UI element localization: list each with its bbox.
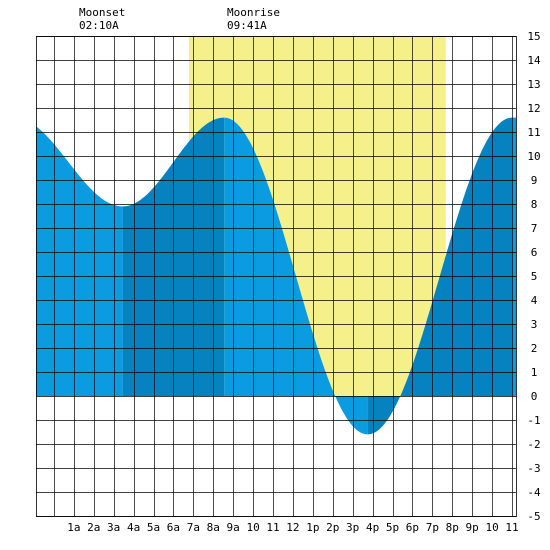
- plot-border: [36, 36, 517, 517]
- x-tick-label: 7a: [187, 521, 200, 534]
- grid-layer: [36, 36, 517, 517]
- x-tick-label: 11: [505, 521, 518, 534]
- x-tick-label: 12: [286, 521, 299, 534]
- x-tick-label: 10: [485, 521, 498, 534]
- x-tick-label: 2a: [87, 521, 100, 534]
- y-tick-label: 15: [527, 30, 540, 43]
- x-tick-label: 9a: [227, 521, 240, 534]
- moonset-time: 02:10A: [79, 19, 119, 32]
- tide-area-segment: [36, 126, 123, 396]
- y-tick-label: -1: [527, 414, 540, 427]
- y-tick-label: 14: [527, 54, 541, 67]
- tide-area-layer: [36, 117, 516, 435]
- y-tick-label: -4: [527, 486, 541, 499]
- y-tick-label: 8: [531, 198, 538, 211]
- y-tick-label: 1: [531, 366, 538, 379]
- x-tick-label: 8a: [207, 521, 220, 534]
- x-tick-label: 8p: [446, 521, 459, 534]
- x-tick-label: 6p: [406, 521, 419, 534]
- x-tick-label: 1a: [67, 521, 80, 534]
- y-tick-label: -2: [527, 438, 540, 451]
- tide-area-segment: [512, 117, 516, 396]
- x-tick-label: 7p: [426, 521, 439, 534]
- tide-area-segment: [367, 117, 513, 435]
- y-tick-label: 11: [527, 126, 540, 139]
- y-tick-label: 7: [531, 222, 538, 235]
- x-tick-label: 10: [246, 521, 259, 534]
- y-tick-label: 3: [531, 318, 538, 331]
- y-tick-label: 6: [531, 246, 538, 259]
- y-tick-label: 0: [531, 390, 538, 403]
- x-tick-label: 2p: [326, 521, 339, 534]
- y-tick-label: 12: [527, 102, 540, 115]
- moonrise-time: 09:41A: [227, 19, 267, 32]
- x-tick-label: 11: [266, 521, 279, 534]
- y-tick-label: 10: [527, 150, 540, 163]
- y-tick-label: 9: [531, 174, 538, 187]
- x-tick-label: 1p: [306, 521, 319, 534]
- x-tick-label: 9p: [466, 521, 479, 534]
- y-tick-label: 2: [531, 342, 538, 355]
- y-tick-label: 4: [531, 294, 538, 307]
- x-tick-label: 4a: [127, 521, 140, 534]
- x-tick-label: 3p: [346, 521, 359, 534]
- moonset-label: Moonset: [79, 6, 125, 19]
- y-tick-label: 5: [531, 270, 538, 283]
- y-tick-label: -5: [527, 510, 540, 523]
- x-tick-label: 3a: [107, 521, 120, 534]
- x-tick-label: 5p: [386, 521, 399, 534]
- x-tick-label: 5a: [147, 521, 160, 534]
- y-tick-label: 13: [527, 78, 540, 91]
- x-tick-labels: 1a 2a 3a 4a 5a 6a 7a 8a 9a 10 11 12 1p 2p 3p 4p 5p 6p 7p 8p…: [67, 521, 518, 534]
- moonrise-label: Moonrise: [227, 6, 280, 19]
- y-tick-label: -3: [527, 462, 540, 475]
- tide-area-segment: [224, 117, 368, 435]
- x-tick-label: 6a: [167, 521, 180, 534]
- x-tick-label: 4p: [366, 521, 379, 534]
